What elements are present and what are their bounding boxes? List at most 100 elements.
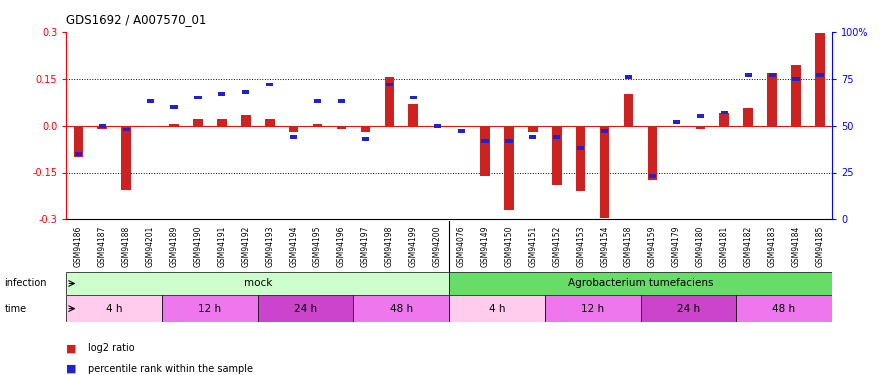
Text: GSM94181: GSM94181 <box>720 225 728 267</box>
Text: Agrobacterium tumefaciens: Agrobacterium tumefaciens <box>568 279 713 288</box>
Text: GSM94153: GSM94153 <box>576 225 585 267</box>
Text: GSM94196: GSM94196 <box>337 225 346 267</box>
Bar <box>266 82 273 86</box>
Bar <box>816 73 824 77</box>
Bar <box>649 174 656 178</box>
Bar <box>792 77 800 81</box>
Text: GSM94198: GSM94198 <box>385 225 394 267</box>
Bar <box>258 295 353 322</box>
Bar <box>121 126 131 190</box>
Bar <box>385 77 394 126</box>
Text: GSM94195: GSM94195 <box>313 225 322 267</box>
Bar <box>409 104 418 126</box>
Bar <box>314 99 321 103</box>
Text: GDS1692 / A007570_01: GDS1692 / A007570_01 <box>66 13 207 26</box>
Bar <box>767 72 777 126</box>
Bar <box>449 295 545 322</box>
Text: GSM94149: GSM94149 <box>481 225 489 267</box>
Bar <box>241 115 250 126</box>
Bar <box>600 126 610 218</box>
Bar <box>171 105 178 109</box>
Bar <box>481 139 489 142</box>
Text: GSM94184: GSM94184 <box>791 225 801 267</box>
Bar <box>265 119 274 126</box>
Text: GSM94201: GSM94201 <box>146 225 155 267</box>
Bar <box>66 295 162 322</box>
Text: ■: ■ <box>66 344 77 353</box>
Bar <box>553 135 560 139</box>
Bar <box>449 272 832 295</box>
Bar <box>696 114 704 118</box>
Text: GSM94193: GSM94193 <box>266 225 274 267</box>
Bar <box>290 135 297 139</box>
Bar <box>289 126 298 132</box>
Text: GSM94185: GSM94185 <box>815 225 825 267</box>
Bar <box>98 124 106 128</box>
Text: GSM94150: GSM94150 <box>504 225 513 267</box>
Bar <box>97 126 107 129</box>
Text: GSM94180: GSM94180 <box>696 225 704 267</box>
Text: 24 h: 24 h <box>294 304 317 313</box>
Bar <box>504 126 513 210</box>
Bar <box>434 124 441 128</box>
Bar <box>360 126 370 132</box>
Bar <box>458 129 465 133</box>
Bar <box>736 295 832 322</box>
Bar <box>481 126 489 176</box>
Bar <box>625 75 632 79</box>
Text: GSM94151: GSM94151 <box>528 225 537 267</box>
Text: GSM94187: GSM94187 <box>97 225 107 267</box>
Bar <box>672 126 681 127</box>
Text: percentile rank within the sample: percentile rank within the sample <box>88 364 253 374</box>
Bar <box>696 126 705 129</box>
Text: log2 ratio: log2 ratio <box>88 344 135 353</box>
Bar <box>457 126 466 127</box>
Text: GSM94179: GSM94179 <box>672 225 681 267</box>
Bar <box>720 113 729 126</box>
Bar <box>648 126 658 180</box>
Bar <box>791 64 801 126</box>
Text: GSM94159: GSM94159 <box>648 225 657 267</box>
Bar <box>552 126 562 185</box>
Text: 12 h: 12 h <box>198 304 221 313</box>
Bar <box>217 119 227 126</box>
Bar <box>545 295 641 322</box>
Bar <box>576 126 586 191</box>
Text: time: time <box>4 304 27 313</box>
Bar <box>624 94 634 126</box>
Bar <box>641 295 736 322</box>
Bar <box>312 124 322 126</box>
Bar <box>528 126 538 132</box>
Text: GSM94200: GSM94200 <box>433 225 442 267</box>
Text: GSM94190: GSM94190 <box>194 225 203 267</box>
Bar <box>433 126 442 127</box>
Bar <box>601 129 608 133</box>
Bar <box>673 120 680 124</box>
Bar <box>768 73 775 77</box>
Bar <box>336 126 346 129</box>
Text: GSM94182: GSM94182 <box>743 225 752 267</box>
Bar <box>219 92 226 96</box>
Bar <box>720 111 727 114</box>
Bar <box>353 295 449 322</box>
Bar <box>162 295 258 322</box>
Text: 24 h: 24 h <box>677 304 700 313</box>
Text: GSM94183: GSM94183 <box>767 225 777 267</box>
Text: 4 h: 4 h <box>106 304 122 313</box>
Bar <box>74 152 82 156</box>
Text: 12 h: 12 h <box>581 304 604 313</box>
Bar <box>66 272 449 295</box>
Text: infection: infection <box>4 279 47 288</box>
Bar <box>193 119 203 126</box>
Text: GSM94192: GSM94192 <box>242 225 250 267</box>
Bar <box>169 124 179 126</box>
Bar <box>145 126 155 127</box>
Bar <box>529 135 536 139</box>
Bar <box>147 99 154 103</box>
Bar <box>338 99 345 103</box>
Text: GSM94158: GSM94158 <box>624 225 633 267</box>
Text: ■: ■ <box>66 364 77 374</box>
Text: GSM94189: GSM94189 <box>170 225 179 267</box>
Bar <box>744 73 751 77</box>
Bar <box>386 82 393 86</box>
